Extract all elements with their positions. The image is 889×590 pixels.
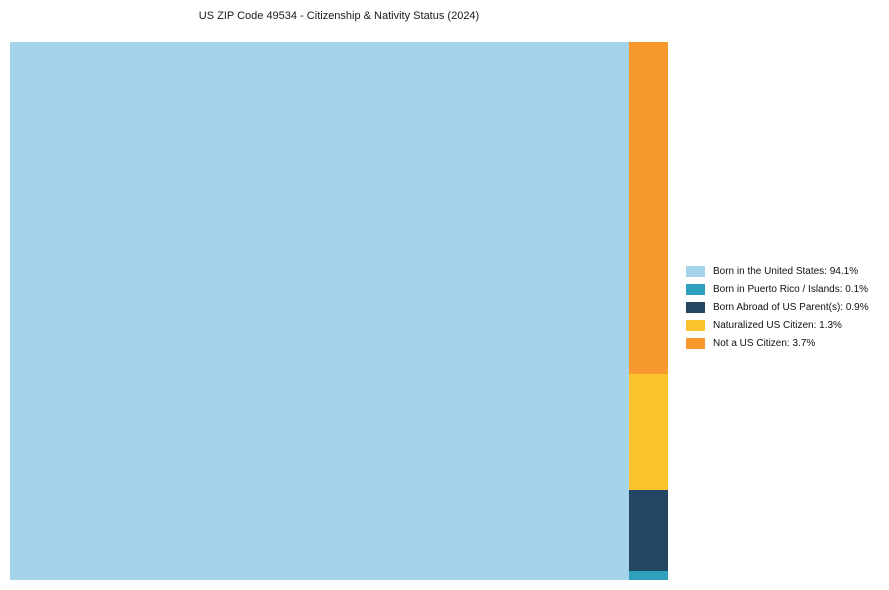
legend-swatch-icon — [686, 266, 705, 277]
treemap-tile-born-in-puerto-rico-islands — [628, 571, 668, 580]
legend: Born in the United States: 94.1% Born in … — [686, 266, 869, 349]
legend-label: Born in the United States: 94.1% — [713, 266, 859, 277]
legend-label: Not a US Citizen: 3.7% — [713, 338, 816, 349]
treemap — [10, 42, 668, 580]
legend-item-born-in-the-united-states: Born in the United States: 94.1% — [686, 266, 869, 277]
legend-item-born-in-puerto-rico-islands: Born in Puerto Rico / Islands: 0.1% — [686, 284, 869, 295]
treemap-tile-born-in-the-united-states — [10, 42, 629, 580]
treemap-side-column — [628, 42, 668, 580]
treemap-tile-not-a-us-citizen — [628, 42, 668, 374]
chart-title: US ZIP Code 49534 - Citizenship & Nativi… — [198, 10, 480, 22]
treemap-tile-born-abroad-of-us-parent-s — [628, 490, 668, 572]
legend-label: Born in Puerto Rico / Islands: 0.1% — [713, 284, 869, 295]
legend-label: Born Abroad of US Parent(s): 0.9% — [713, 302, 869, 313]
legend-swatch-icon — [686, 302, 705, 313]
treemap-tile-naturalized-us-citizen — [628, 373, 668, 491]
legend-item-naturalized-us-citizen: Naturalized US Citizen: 1.3% — [686, 320, 869, 331]
legend-swatch-icon — [686, 320, 705, 331]
legend-swatch-icon — [686, 338, 705, 349]
legend-item-not-a-us-citizen: Not a US Citizen: 3.7% — [686, 338, 869, 349]
legend-swatch-icon — [686, 284, 705, 295]
legend-label: Naturalized US Citizen: 1.3% — [713, 320, 842, 331]
legend-item-born-abroad-of-us-parent-s: Born Abroad of US Parent(s): 0.9% — [686, 302, 869, 313]
